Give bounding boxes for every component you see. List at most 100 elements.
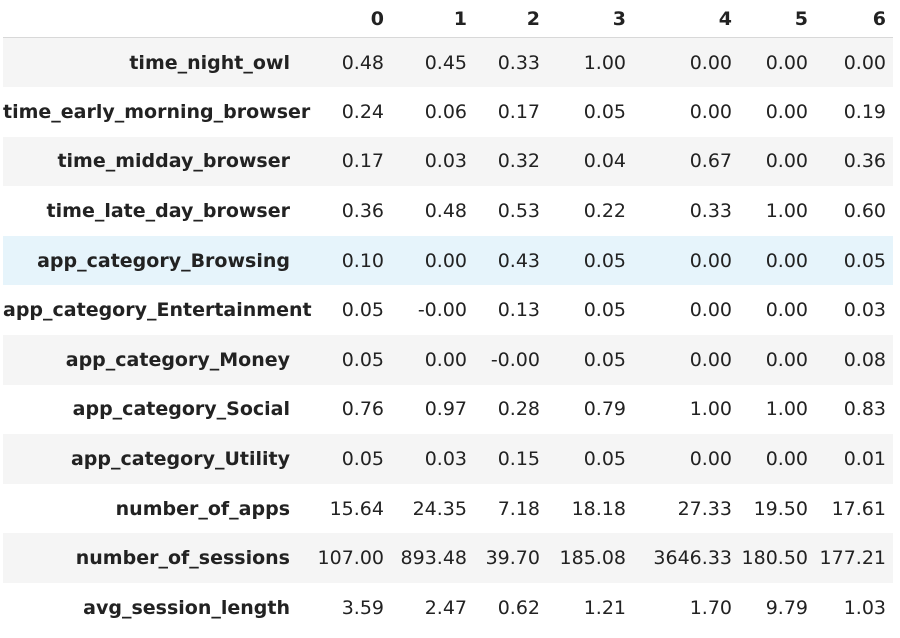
column-header-5: 5 (739, 0, 815, 38)
table-cell: 1.00 (765, 200, 808, 223)
table-cell: 0.00 (765, 249, 808, 272)
table-cell: 0.83 (843, 398, 886, 421)
table-cell: 0.05 (843, 249, 886, 272)
table-cell: 0.97 (424, 398, 467, 421)
table-cell: 0.01 (843, 448, 886, 471)
row-label: app_category_Social (72, 398, 290, 421)
table-row: number_of_sessions 107.00 893.48 39.70 1… (3, 533, 893, 584)
table-row-highlighted: app_category_Browsing 0.10 0.00 0.43 0.0… (3, 235, 893, 286)
table-cell: 180.50 (741, 547, 808, 570)
table-cell: 0.00 (765, 299, 808, 322)
table-cell: 0.00 (765, 448, 808, 471)
table-cell: 0.48 (424, 200, 467, 223)
table-cell: 0.19 (843, 100, 886, 123)
table-row: time_midday_browser 0.17 0.03 0.32 0.04 … (3, 136, 893, 187)
table-cell: 0.53 (497, 200, 540, 223)
table-cell: 1.03 (843, 596, 886, 619)
column-header-3: 3 (547, 0, 633, 38)
table-cell: 0.00 (689, 51, 732, 74)
row-label: app_category_Utility (70, 448, 290, 471)
table-cell: 19.50 (753, 497, 808, 520)
column-header-6: 6 (815, 0, 893, 38)
table-cell: 0.15 (497, 448, 540, 471)
index-header-corner (3, 0, 308, 38)
row-label: number_of_apps (115, 497, 290, 520)
table-cell: 1.00 (583, 51, 626, 74)
header-row: 0 1 2 3 4 5 6 (3, 0, 893, 38)
table-cell: 0.60 (843, 200, 886, 223)
table-cell: 0.33 (689, 200, 732, 223)
row-label: avg_session_length (83, 596, 290, 619)
table-cell: 2.47 (424, 596, 467, 619)
table-cell: 0.03 (843, 299, 886, 322)
table-cell: 18.18 (571, 497, 626, 520)
table-cell: 0.48 (341, 51, 384, 74)
table-cell: 107.00 (317, 547, 384, 570)
table-cell: 0.04 (583, 150, 626, 173)
table-row: avg_session_length 3.59 2.47 0.62 1.21 1… (3, 583, 893, 633)
table-cell: 1.00 (765, 398, 808, 421)
table-cell: 3.59 (341, 596, 384, 619)
table-cell: 0.17 (341, 150, 384, 173)
table-cell: 0.43 (497, 249, 540, 272)
table-row: app_category_Utility 0.05 0.03 0.15 0.05… (3, 434, 893, 484)
table-cell: 0.06 (424, 100, 467, 123)
table-row: time_night_owl 0.48 0.45 0.33 1.00 0.00 … (3, 37, 893, 88)
table-cell: 0.10 (341, 249, 384, 272)
table-row: time_late_day_browser 0.36 0.48 0.53 0.2… (3, 186, 893, 236)
table-cell: 0.03 (424, 448, 467, 471)
row-label: time_night_owl (129, 51, 290, 74)
table-cell: 0.05 (583, 348, 626, 371)
dataframe-table: 0 1 2 3 4 5 6 time_night_owl 0.48 0.45 0… (3, 0, 893, 633)
table-cell: 7.18 (497, 497, 540, 520)
table-cell: 15.64 (329, 497, 384, 520)
table-cell: 0.62 (497, 596, 540, 619)
table-cell: 0.36 (843, 150, 886, 173)
table-cell: 0.28 (497, 398, 540, 421)
table-cell: 0.00 (689, 100, 732, 123)
table-cell: 0.05 (583, 448, 626, 471)
row-label: app_category_Browsing (37, 249, 290, 272)
column-header-0: 0 (308, 0, 391, 38)
table-cell: 0.00 (689, 448, 732, 471)
table-cell: 0.00 (765, 150, 808, 173)
table-cell: -0.00 (417, 299, 467, 322)
table-cell: 0.00 (689, 249, 732, 272)
column-header-4: 4 (633, 0, 739, 38)
row-label: app_category_Money (65, 348, 290, 371)
table-cell: 0.36 (341, 200, 384, 223)
table-cell: 0.05 (583, 249, 626, 272)
row-label: app_category_Entertainment (3, 299, 312, 322)
table-cell: 0.22 (583, 200, 626, 223)
table-row: time_early_morning_browser 0.24 0.06 0.1… (3, 87, 893, 137)
table-row: app_category_Social 0.76 0.97 0.28 0.79 … (3, 384, 893, 435)
table-cell: 0.24 (341, 100, 384, 123)
table-header: 0 1 2 3 4 5 6 (3, 0, 893, 38)
table-cell: 0.05 (341, 448, 384, 471)
table-cell: 0.05 (341, 299, 384, 322)
table-cell: 9.79 (765, 596, 808, 619)
table-cell: 17.61 (831, 497, 886, 520)
table-cell: 0.00 (689, 299, 732, 322)
table-cell: -0.00 (490, 348, 540, 371)
row-label: time_late_day_browser (46, 200, 290, 223)
table-cell: 0.13 (497, 299, 540, 322)
table-cell: 0.00 (765, 51, 808, 74)
table-row: number_of_apps 15.64 24.35 7.18 18.18 27… (3, 483, 893, 534)
table-cell: 0.67 (689, 150, 732, 173)
table-cell: 893.48 (400, 547, 467, 570)
table-cell: 0.00 (765, 100, 808, 123)
table-cell: 27.33 (677, 497, 732, 520)
table-cell: 0.17 (497, 100, 540, 123)
table-body: time_night_owl 0.48 0.45 0.33 1.00 0.00 … (3, 37, 893, 633)
column-header-2: 2 (474, 0, 547, 38)
table-cell: 0.03 (424, 150, 467, 173)
table-cell: 0.05 (583, 100, 626, 123)
table-cell: 24.35 (412, 497, 467, 520)
table-cell: 3646.33 (653, 547, 732, 570)
table-cell: 0.00 (424, 348, 467, 371)
table-cell: 0.00 (689, 348, 732, 371)
column-header-1: 1 (391, 0, 474, 38)
table-cell: 0.45 (424, 51, 467, 74)
table-cell: 185.08 (559, 547, 626, 570)
